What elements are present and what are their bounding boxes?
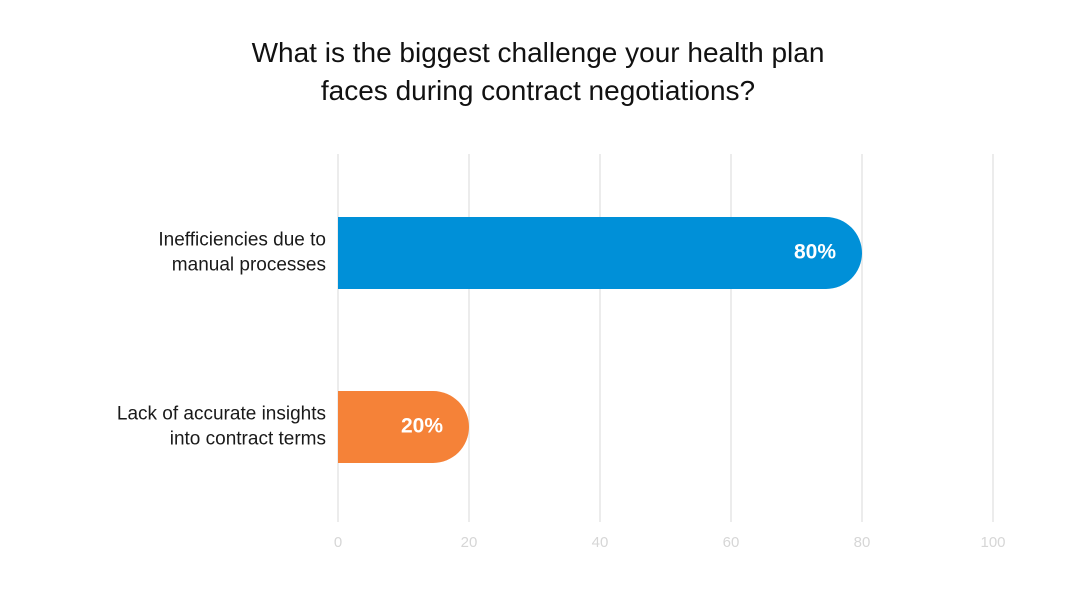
bar-value-label-0: 80%	[794, 241, 836, 264]
x-axis-tick-labels: 0 20 40 60 80 100	[334, 534, 1006, 551]
gridlines	[337, 154, 994, 522]
x-tick-label-100: 100	[980, 534, 1005, 551]
x-tick-label-60: 60	[723, 534, 740, 551]
category-label-1-line-0: Lack of accurate insights	[117, 404, 326, 425]
chart-title: What is the biggest challenge your healt…	[0, 34, 1076, 110]
bar-0	[338, 217, 862, 289]
bar-1	[338, 391, 469, 463]
category-labels: Inefficiencies due to manual processes Lac…	[117, 230, 326, 450]
x-tick-label-40: 40	[592, 534, 609, 551]
category-label-1-line-1: into contract terms	[170, 429, 326, 450]
chart-title-line-1: What is the biggest challenge your healt…	[251, 37, 825, 68]
chart-title-line-2: faces during contract negotiations?	[320, 75, 756, 106]
x-tick-label-20: 20	[461, 534, 478, 551]
bar-value-label-1: 20%	[401, 415, 443, 438]
x-tick-label-80: 80	[854, 534, 871, 551]
bars: 80% 20%	[338, 217, 862, 463]
category-label-0-line-0: Inefficiencies due to	[158, 230, 326, 251]
x-tick-label-0: 0	[334, 534, 342, 551]
category-label-0-line-1: manual processes	[172, 255, 326, 276]
